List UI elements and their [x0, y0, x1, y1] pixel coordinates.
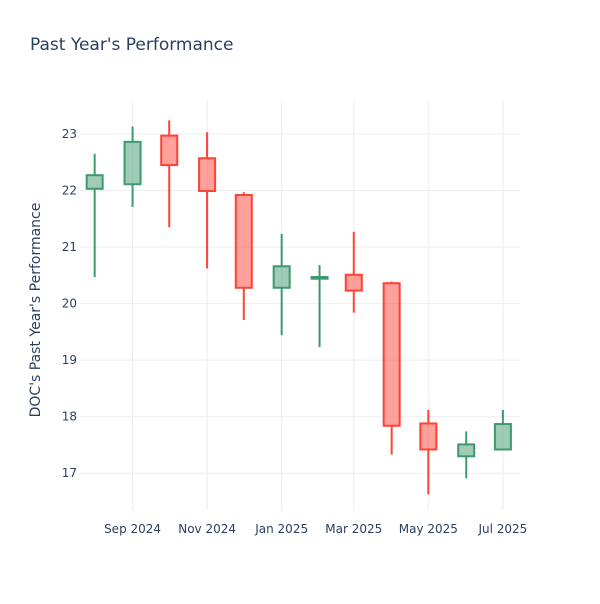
candlestick [382, 281, 401, 455]
y-tick-label: 18 [62, 410, 77, 424]
x-tick-label: Mar 2025 [325, 522, 382, 536]
candle-body-increasing [272, 265, 291, 289]
y-tick-label: 23 [62, 127, 77, 141]
candlestick [160, 120, 179, 228]
x-tick-label: Sep 2024 [104, 522, 161, 536]
candles [85, 120, 512, 495]
candle-body-decreasing [419, 422, 438, 451]
candlestick [310, 265, 329, 348]
candlestick [272, 234, 291, 336]
grid-lines [80, 100, 520, 510]
candlestick [198, 132, 217, 269]
candle-body-increasing [85, 174, 104, 190]
candlestick [493, 409, 512, 451]
x-tick-label: Nov 2024 [178, 522, 236, 536]
candle-body-increasing [493, 423, 512, 451]
candlestick [457, 431, 476, 479]
x-tick-label: Jul 2025 [477, 522, 527, 536]
candle-body-decreasing [198, 157, 217, 193]
x-tick-labels: Sep 2024 Nov 2024 Jan 2025 Mar 2025 May 2025… [104, 522, 527, 536]
y-tick-label: 19 [62, 353, 77, 367]
y-tick-label: 21 [62, 240, 77, 254]
y-tick-label: 22 [62, 183, 77, 197]
candlestick [234, 192, 253, 320]
y-axis-label: DOC's Past Year's Performance [28, 203, 44, 418]
chart-title: Past Year's Performance [30, 35, 234, 55]
candle-body-increasing [123, 140, 142, 186]
candlestick [123, 126, 142, 207]
y-tick-labels: 17 18 19 20 21 22 23 [62, 127, 77, 480]
y-tick-label: 17 [62, 466, 77, 480]
x-tick-label: May 2025 [399, 522, 458, 536]
candle-body-decreasing [382, 282, 401, 427]
candlestick [419, 409, 438, 495]
candlestick [344, 231, 363, 313]
candle-body-decreasing [160, 134, 179, 167]
x-tick-label: Jan 2025 [254, 522, 308, 536]
candlestick [85, 153, 104, 278]
y-tick-label: 20 [62, 297, 77, 311]
candle-body-increasing [457, 443, 476, 458]
candle-body-decreasing [234, 194, 253, 289]
candle-body-increasing [310, 276, 329, 280]
candle-body-decreasing [344, 273, 363, 292]
